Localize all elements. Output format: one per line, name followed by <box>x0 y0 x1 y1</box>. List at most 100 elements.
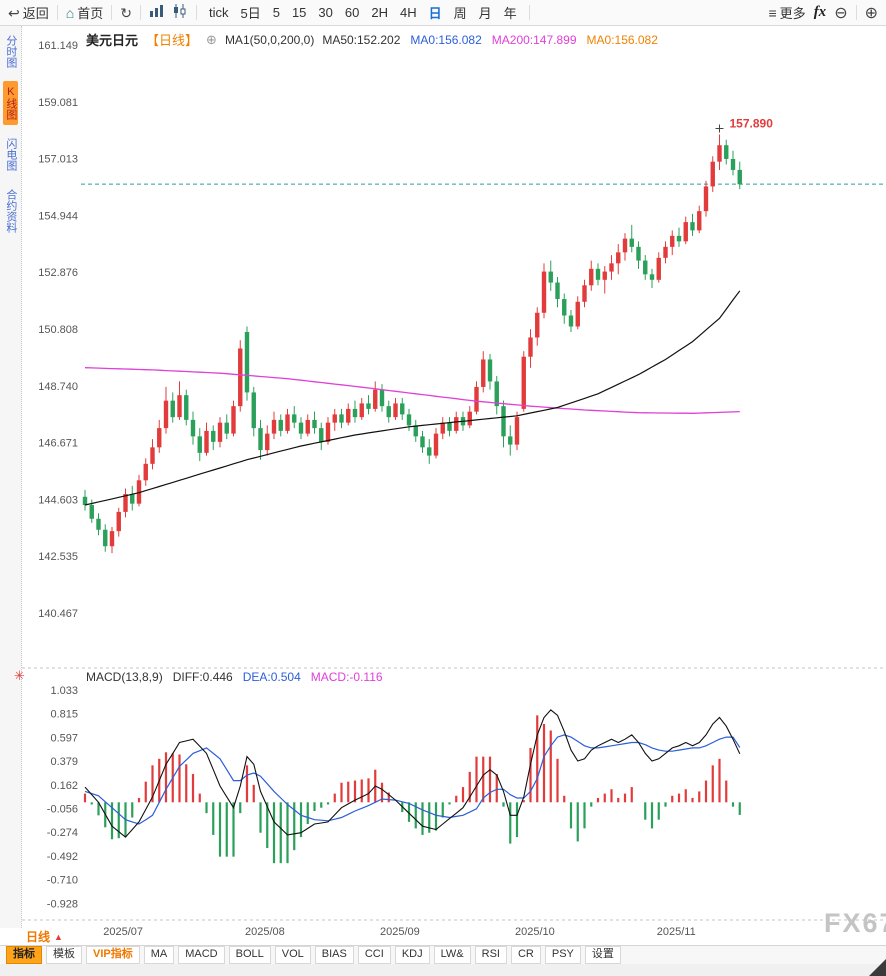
indicator-tab-MACD[interactable]: MACD <box>178 946 225 964</box>
timeframe-30[interactable]: 30 <box>318 5 333 20</box>
timeframe-60[interactable]: 60 <box>344 5 360 20</box>
indicator-tab-MA[interactable]: MA <box>143 946 175 964</box>
top-toolbar: ↩ 返回 ⌂ 首页 ↻ tick 5日 5 15 30 60 2H 4H 日周月年 ≡ 更多 f… <box>0 0 886 26</box>
svg-text:146.671: 146.671 <box>38 438 78 450</box>
indicator-tab-LW&[interactable]: LW& <box>433 946 471 964</box>
back-button[interactable]: ↩ 返回 <box>8 3 49 22</box>
resize-corner[interactable] <box>869 959 886 976</box>
triangle-up-icon: ▲ <box>54 931 63 942</box>
toolbar-divider <box>855 5 857 20</box>
kline-chart-icon <box>172 4 188 21</box>
high-annotation: 157.890 <box>715 117 774 133</box>
indicator-tab-VOL[interactable]: VOL <box>274 946 311 964</box>
svg-text:148.740: 148.740 <box>38 381 78 393</box>
svg-text:0.597: 0.597 <box>50 732 78 744</box>
indicator-tab-KDJ[interactable]: KDJ <box>394 946 430 964</box>
refresh-icon: ↻ <box>120 4 132 21</box>
toolbar-divider <box>195 5 197 20</box>
svg-text:-0.710: -0.710 <box>47 875 78 887</box>
symbol-name: 美元日元 <box>86 33 139 48</box>
refresh-button[interactable]: ↻ <box>120 6 132 20</box>
svg-text:152.876: 152.876 <box>38 267 78 279</box>
timeframe-月[interactable]: 月 <box>478 6 492 21</box>
sidebar-tab-分时图[interactable]: 分时图 <box>4 35 17 68</box>
indicator-tab-CR[interactable]: CR <box>510 946 541 964</box>
ma-values: MA50:152.202 MA0:156.082 MA200:147.899 MA0:… <box>322 33 658 47</box>
candlesticks <box>82 134 742 554</box>
svg-text:0.379: 0.379 <box>50 756 78 768</box>
svg-text:0.162: 0.162 <box>50 780 78 792</box>
timeframe-日[interactable]: 日 <box>428 6 442 21</box>
timeframe-周[interactable]: 周 <box>453 6 467 21</box>
kline-chart-type-button[interactable] <box>172 4 188 21</box>
indicator-tab-BOLL[interactable]: BOLL <box>228 946 271 964</box>
chart-type-sidebar: 分时图 K线图闪电图合约资料 <box>0 26 22 928</box>
ma-settings-label: MA1(50,0,200,0) <box>224 32 315 47</box>
period-selector[interactable]: 日线 ▲ <box>26 928 63 945</box>
price-axis-labels: 161.149 159.081 157.013 154.944 152.876 150.8… <box>38 40 78 620</box>
indicator-tab-CCI[interactable]: CCI <box>357 946 391 964</box>
macd-axis-labels: 1.033 0.815 0.597 0.379 0.162 -0.056 -0.274 -0.… <box>47 685 78 910</box>
timeframe-4H[interactable]: 4H <box>399 5 417 20</box>
timeframe-5日[interactable]: 5日 <box>240 6 261 21</box>
timeframe-年[interactable]: 年 <box>503 6 517 21</box>
svg-text:142.535: 142.535 <box>38 551 78 563</box>
indicator-settings-icon[interactable]: ✳ <box>14 668 25 683</box>
chart-region[interactable]: FX678 161.149 159.081 157.013 154.944 152.876… <box>22 26 886 942</box>
indicator-tab-模板[interactable]: 模板 <box>46 946 82 964</box>
indicator-tab-设置[interactable]: 设置 <box>584 946 621 964</box>
timeframe-tick[interactable]: tick <box>208 5 229 20</box>
more-button[interactable]: ≡ 更多 <box>769 3 806 22</box>
zoom-out-button[interactable]: ⊖ <box>834 3 847 23</box>
indicator-tab-VIP指标[interactable]: VIP指标 <box>86 946 140 964</box>
macd-histogram <box>83 715 741 864</box>
watermark: FX678 <box>824 908 886 938</box>
indicator-tab-指标[interactable]: 指标 <box>6 946 42 964</box>
svg-text:157.890: 157.890 <box>730 117 774 131</box>
toolbar-divider <box>139 5 141 20</box>
indicator-tabbar: 指标 模板 VIP指标 MA MACD BOLL VOL BIAS CCI KDJ LW& RSI CR… <box>0 945 886 964</box>
macd-value: MACD:-0.116 <box>310 670 383 684</box>
sidebar-tab-合约资料[interactable]: 合约资料 <box>4 189 17 233</box>
bar-chart-type-button[interactable] <box>149 4 164 21</box>
add-indicator-icon[interactable]: ⊕ <box>206 31 217 47</box>
toolbar-divider <box>528 5 530 20</box>
ma-lines <box>84 290 741 506</box>
macd-value: DEA:0.504 <box>242 670 301 684</box>
timeframe-15[interactable]: 15 <box>291 5 307 20</box>
sidebar-tab-K线图[interactable]: K线图 <box>3 81 18 125</box>
svg-text:159.081: 159.081 <box>38 97 78 109</box>
menu-icon: ≡ <box>768 4 777 21</box>
svg-text:150.808: 150.808 <box>38 324 78 336</box>
bar-chart-icon <box>149 4 164 21</box>
home-button[interactable]: ⌂ 首页 <box>66 3 103 22</box>
zoom-in-icon: ⊕ <box>864 4 878 22</box>
home-icon: ⌂ <box>65 4 75 21</box>
toolbar-divider <box>111 5 113 20</box>
indicator-tab-PSY[interactable]: PSY <box>544 946 581 964</box>
indicator-tab-RSI[interactable]: RSI <box>474 946 507 964</box>
chart-header: 美元日元 【日线】 ⊕ MA1(50,0,200,0) MA50:152.202… <box>86 30 658 49</box>
ma-value: MA0:156.082 <box>410 32 482 47</box>
svg-text:161.149: 161.149 <box>38 40 78 52</box>
svg-text:2025/10: 2025/10 <box>515 926 555 938</box>
ma-value: MA0:156.082 <box>586 32 658 47</box>
svg-text:2025/11: 2025/11 <box>657 926 696 938</box>
zoom-in-button[interactable]: ⊕ <box>865 3 878 23</box>
sidebar-tab-闪电图[interactable]: 闪电图 <box>4 138 17 171</box>
svg-text:140.467: 140.467 <box>38 608 78 620</box>
svg-text:2025/08: 2025/08 <box>245 926 285 938</box>
svg-text:-0.492: -0.492 <box>47 851 78 863</box>
period-tag: 【日线】 <box>146 33 199 48</box>
timeframe-5[interactable]: 5 <box>272 5 280 20</box>
formula-fx-button[interactable]: fx <box>813 4 827 20</box>
price-chart-svg[interactable]: FX678 161.149 159.081 157.013 154.944 152.876… <box>22 26 886 942</box>
svg-text:154.944: 154.944 <box>38 210 78 222</box>
indicator-tab-BIAS[interactable]: BIAS <box>314 946 354 964</box>
ma-value: MA50:152.202 <box>322 32 401 47</box>
svg-text:144.603: 144.603 <box>38 494 78 506</box>
svg-text:1.033: 1.033 <box>50 685 78 697</box>
svg-text:-0.928: -0.928 <box>47 898 78 910</box>
timeframe-2H[interactable]: 2H <box>371 5 388 20</box>
